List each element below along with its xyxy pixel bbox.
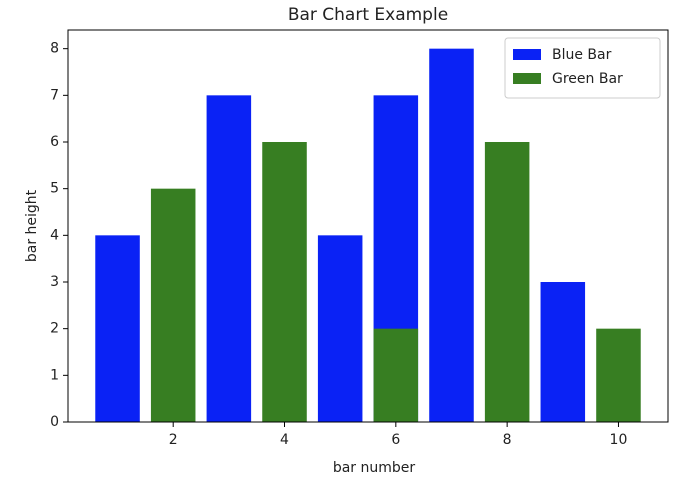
y-tick-label: 4 [50,227,59,243]
legend-label: Green Bar [552,71,623,87]
legend-box [504,37,661,99]
bar [540,282,586,422]
y-tick-label: 5 [50,181,59,197]
x-tick-label: 6 [391,432,400,448]
bar [373,328,419,422]
bar [206,95,252,422]
x-axis-label: bar number [333,460,416,476]
y-tick-label: 3 [50,274,59,290]
legend-swatch [513,49,541,60]
x-tick-label: 10 [610,432,628,448]
y-axis-label: bar height [24,189,40,262]
y-tick-label: 1 [50,367,59,383]
axes-frame [67,29,669,423]
bar [95,235,140,422]
y-tick-label: 8 [50,41,59,57]
y-tick-label: 7 [50,87,59,103]
y-tick-label: 6 [50,134,59,150]
y-tick-label: 2 [50,321,59,337]
bar [429,48,474,423]
y-tick-label: 0 [50,414,59,430]
bar [150,188,196,422]
bar [317,235,363,422]
x-tick-label: 8 [503,432,512,448]
bar [262,142,307,422]
bar [484,142,530,422]
x-tick-label: 4 [280,432,289,448]
x-tick-label: 2 [169,432,178,448]
bar [596,328,641,422]
legend-label: Blue Bar [552,47,612,63]
legend-swatch [513,73,541,84]
chart-title: Bar Chart Example [288,5,448,25]
